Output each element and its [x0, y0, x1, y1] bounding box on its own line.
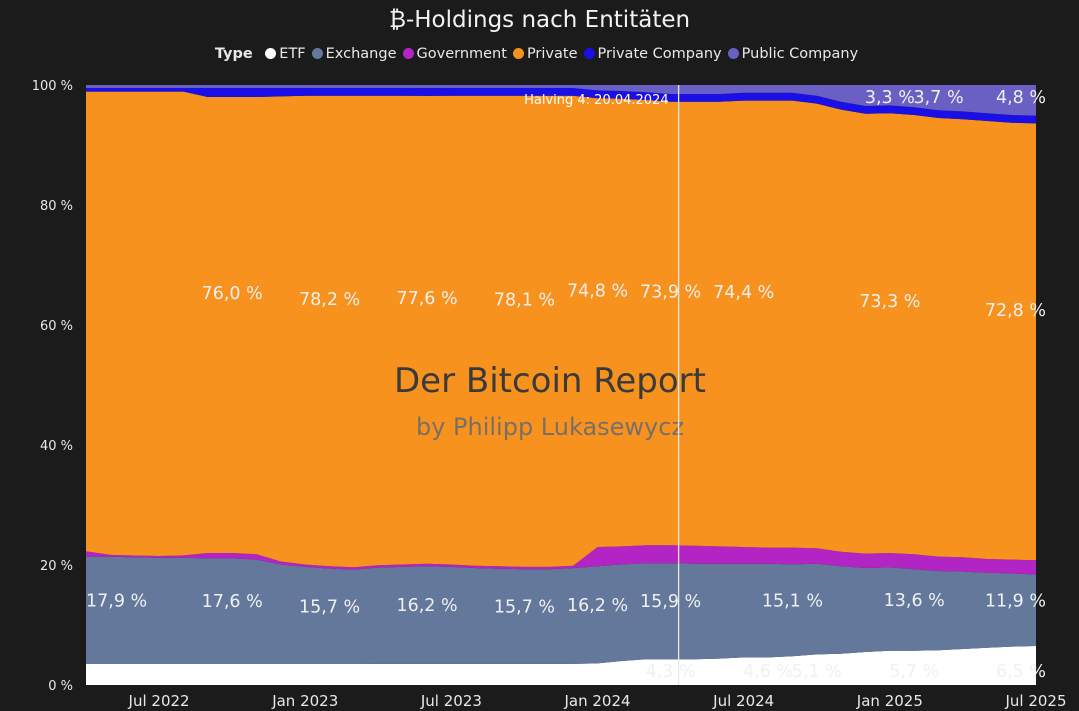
legend-dot-icon: [512, 48, 524, 59]
legend-item-label: Government: [416, 46, 507, 62]
data-label-private: 74,4 %: [713, 283, 774, 303]
legend-item-label: Exchange: [325, 46, 397, 62]
data-label-public-company: 3,7 %: [914, 88, 964, 108]
y-tick-label: 80 %: [40, 199, 73, 214]
x-tick-label: Jul 2022: [128, 692, 190, 710]
data-label-private: 78,2 %: [299, 290, 360, 310]
legend-item-exchange[interactable]: Exchange: [311, 46, 397, 62]
x-tick-label: Jul 2024: [712, 692, 774, 710]
legend-item-label: Public Company: [741, 46, 859, 62]
data-label-exchange: 13,6 %: [884, 591, 945, 611]
data-label-exchange: 15,9 %: [640, 592, 701, 612]
legend-item-private-company[interactable]: Private Company: [583, 46, 722, 62]
legend: Type ETF Exchange Government Private Private…: [0, 46, 1079, 62]
data-label-public-company: 4,8 %: [996, 88, 1046, 108]
data-label-exchange: 15,1 %: [762, 591, 823, 611]
data-label-private: 76,0 %: [202, 284, 263, 304]
data-label-exchange: 17,9 %: [86, 591, 147, 611]
chart-title: ₿-Holdings nach Entitäten: [388, 7, 691, 33]
data-label-private: 74,8 %: [567, 282, 628, 302]
y-tick-label: 100 %: [32, 79, 73, 94]
data-label-exchange: 11,9 %: [985, 591, 1046, 611]
data-label-exchange: 16,2 %: [396, 596, 457, 616]
data-label-exchange: 15,7 %: [299, 597, 360, 617]
legend-item-label: ETF: [279, 46, 306, 62]
watermark-title: Der Bitcoin Report: [394, 361, 706, 401]
halving-annotation: Halving 4: 20.04.2024: [524, 85, 680, 685]
legend-item-public-company[interactable]: Public Company: [727, 46, 859, 62]
area-private-company[interactable]: [86, 88, 1036, 124]
x-tick-label: Jul 2025: [1004, 692, 1066, 710]
legend-item-etf[interactable]: ETF: [265, 46, 306, 62]
legend-items: ETF Exchange Government Private Private Comp…: [265, 46, 864, 62]
data-label-private: 72,8 %: [985, 301, 1046, 321]
area-public-company[interactable]: [86, 85, 1036, 116]
y-tick-label: 20 %: [40, 559, 73, 574]
legend-item-government[interactable]: Government: [402, 46, 507, 62]
data-label-private: 78,1 %: [494, 290, 555, 310]
x-tick-label: Jan 2023: [271, 692, 338, 710]
x-tick-label: Jan 2025: [856, 692, 923, 710]
data-label-exchange: 17,6 %: [202, 592, 263, 612]
data-labels: 76,0 % 78,2 % 77,6 % 78,1 % 74,8 % 73,9 % 74,4…: [86, 88, 1046, 682]
x-axis: Jul 2022 Jan 2023 Jul 2023 Jan 2024 Jul 2024…: [128, 692, 1067, 710]
legend-dot-icon: [402, 48, 414, 59]
data-label-private: 73,3 %: [859, 292, 920, 312]
stacked-areas: [86, 85, 1036, 685]
data-label-etf: 4,3 %: [646, 662, 696, 682]
legend-item-label: Private: [526, 46, 578, 62]
x-tick-label: Jan 2024: [563, 692, 630, 710]
legend-dot-icon: [727, 48, 739, 59]
legend-item-label: Private Company: [597, 46, 722, 62]
y-tick-label: 0 %: [48, 679, 73, 694]
area-private[interactable]: [86, 91, 1036, 568]
watermark: Der Bitcoin Report by Philipp Lukasewycz: [394, 361, 706, 441]
area-exchange[interactable]: [86, 556, 1036, 664]
data-label-etf: 6,5 %: [996, 662, 1046, 682]
data-label-etf: 4,6 %: [743, 662, 793, 682]
data-label-private: 77,6 %: [396, 289, 457, 309]
data-label-exchange: 16,2 %: [567, 596, 628, 616]
data-label-exchange: 15,7 %: [494, 598, 555, 618]
y-axis: 0 % 20 % 40 % 60 % 80 % 100 %: [32, 79, 73, 694]
data-label-public-company: 3,3 %: [865, 88, 915, 108]
data-label-etf: 5,7 %: [889, 662, 939, 682]
legend-dot-icon: [583, 48, 595, 59]
data-label-etf: 5,1 %: [792, 662, 842, 682]
area-government[interactable]: [86, 545, 1036, 575]
watermark-subtitle: by Philipp Lukasewycz: [416, 413, 684, 441]
data-label-private: 73,9 %: [640, 283, 701, 303]
x-tick-label: Jul 2023: [420, 692, 482, 710]
halving-label: Halving 4: 20.04.2024: [524, 93, 669, 108]
y-tick-label: 40 %: [40, 439, 73, 454]
legend-title: Type: [214, 46, 253, 62]
legend-dot-icon: [311, 48, 323, 59]
y-tick-label: 60 %: [40, 319, 73, 334]
legend-dot-icon: [265, 48, 277, 59]
area-etf[interactable]: [86, 646, 1036, 685]
legend-item-private[interactable]: Private: [512, 46, 578, 62]
